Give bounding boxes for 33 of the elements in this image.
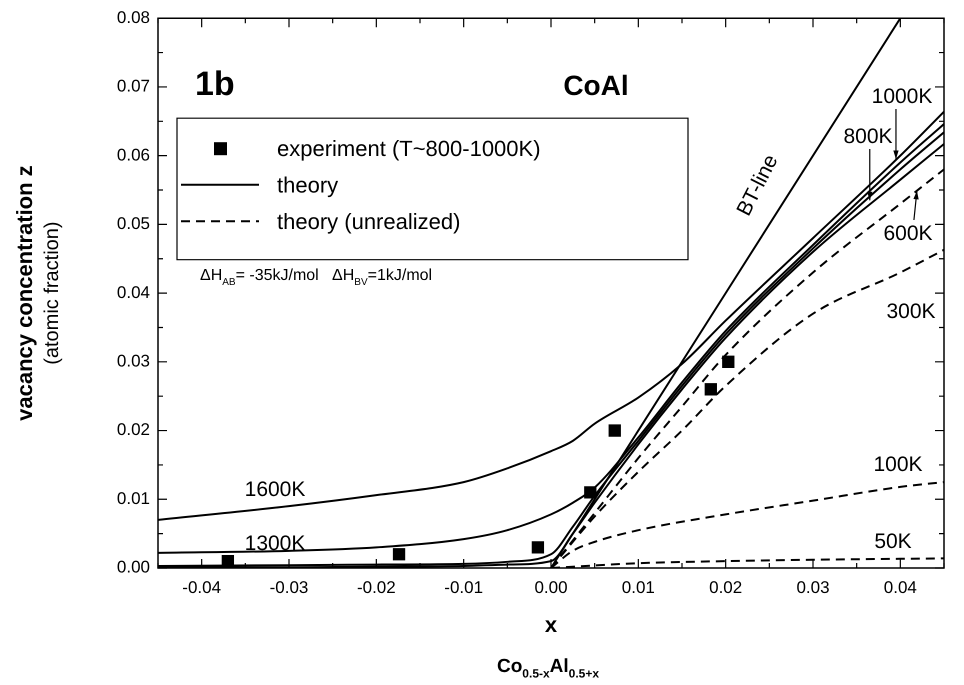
annotation: 100K (873, 453, 923, 476)
x-tick-label: 0.01 (622, 578, 655, 597)
annotation: 1300K (244, 532, 306, 555)
x-tick-label: 0.00 (534, 578, 568, 597)
legend-label: experiment (T~800-1000K) (277, 136, 541, 162)
annotation: 50K (874, 530, 912, 553)
y-tick-label: 0.01 (116, 488, 150, 508)
legend-label: theory (277, 172, 338, 198)
annotation: 600K (883, 222, 933, 245)
annotation: 800K (843, 125, 893, 148)
y-tick-label: 0.06 (116, 145, 150, 164)
annotation: 1000K (872, 85, 932, 108)
y-tick-label: 0.03 (116, 352, 150, 371)
y-tick-label: 0.00 (116, 558, 150, 577)
y-tick-label: 0.08 (116, 8, 150, 27)
y-tick-label: 0.07 (116, 76, 150, 96)
annotation: 1b (195, 65, 235, 103)
annotation: 300K (886, 300, 936, 323)
x-tick-label: -0.03 (270, 578, 308, 597)
x-axis-title: x (544, 612, 558, 637)
y-axis-title: vacancy concentration z (atomic fraction) (12, 165, 63, 421)
x-tick-label: -0.01 (444, 578, 484, 597)
x-tick-label: -0.04 (182, 578, 222, 597)
y-tick-label: 0.04 (116, 282, 150, 302)
y-tick-label: 0.02 (116, 420, 150, 440)
text: CoAl (563, 70, 629, 101)
x-tick-label: 0.02 (709, 578, 742, 597)
y-tick-label: 0.05 (116, 214, 150, 234)
annotation: 1600K (244, 478, 306, 501)
legend-label: theory (unrealized) (277, 209, 460, 234)
x-tick-label: -0.02 (356, 578, 396, 597)
x-tick-label: 0.03 (796, 578, 830, 597)
x-tick-label: 0.04 (884, 578, 917, 597)
